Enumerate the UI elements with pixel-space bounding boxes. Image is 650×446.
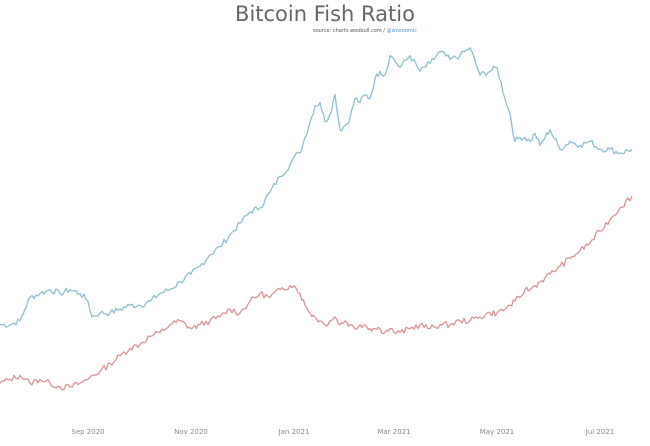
chart-title: Bitcoin Fish Ratio bbox=[235, 2, 415, 26]
x-tick-label: Mar 2021 bbox=[377, 428, 411, 436]
subtitle-handle-link[interactable]: @woonomic bbox=[386, 28, 417, 34]
x-tick-label: Sep 2020 bbox=[71, 428, 105, 436]
series-line-blue bbox=[0, 47, 633, 328]
x-tick-label: May 2021 bbox=[479, 428, 515, 436]
subtitle-source: source: charts.woobull.com / bbox=[313, 28, 387, 34]
x-tick-label: Jan 2021 bbox=[278, 428, 310, 436]
series-line-red bbox=[0, 195, 633, 391]
x-tick-label: Jul 2021 bbox=[585, 428, 615, 436]
chart-subtitle: source: charts.woobull.com / @woonomic bbox=[0, 27, 650, 35]
x-tick-label: Nov 2020 bbox=[174, 428, 208, 436]
